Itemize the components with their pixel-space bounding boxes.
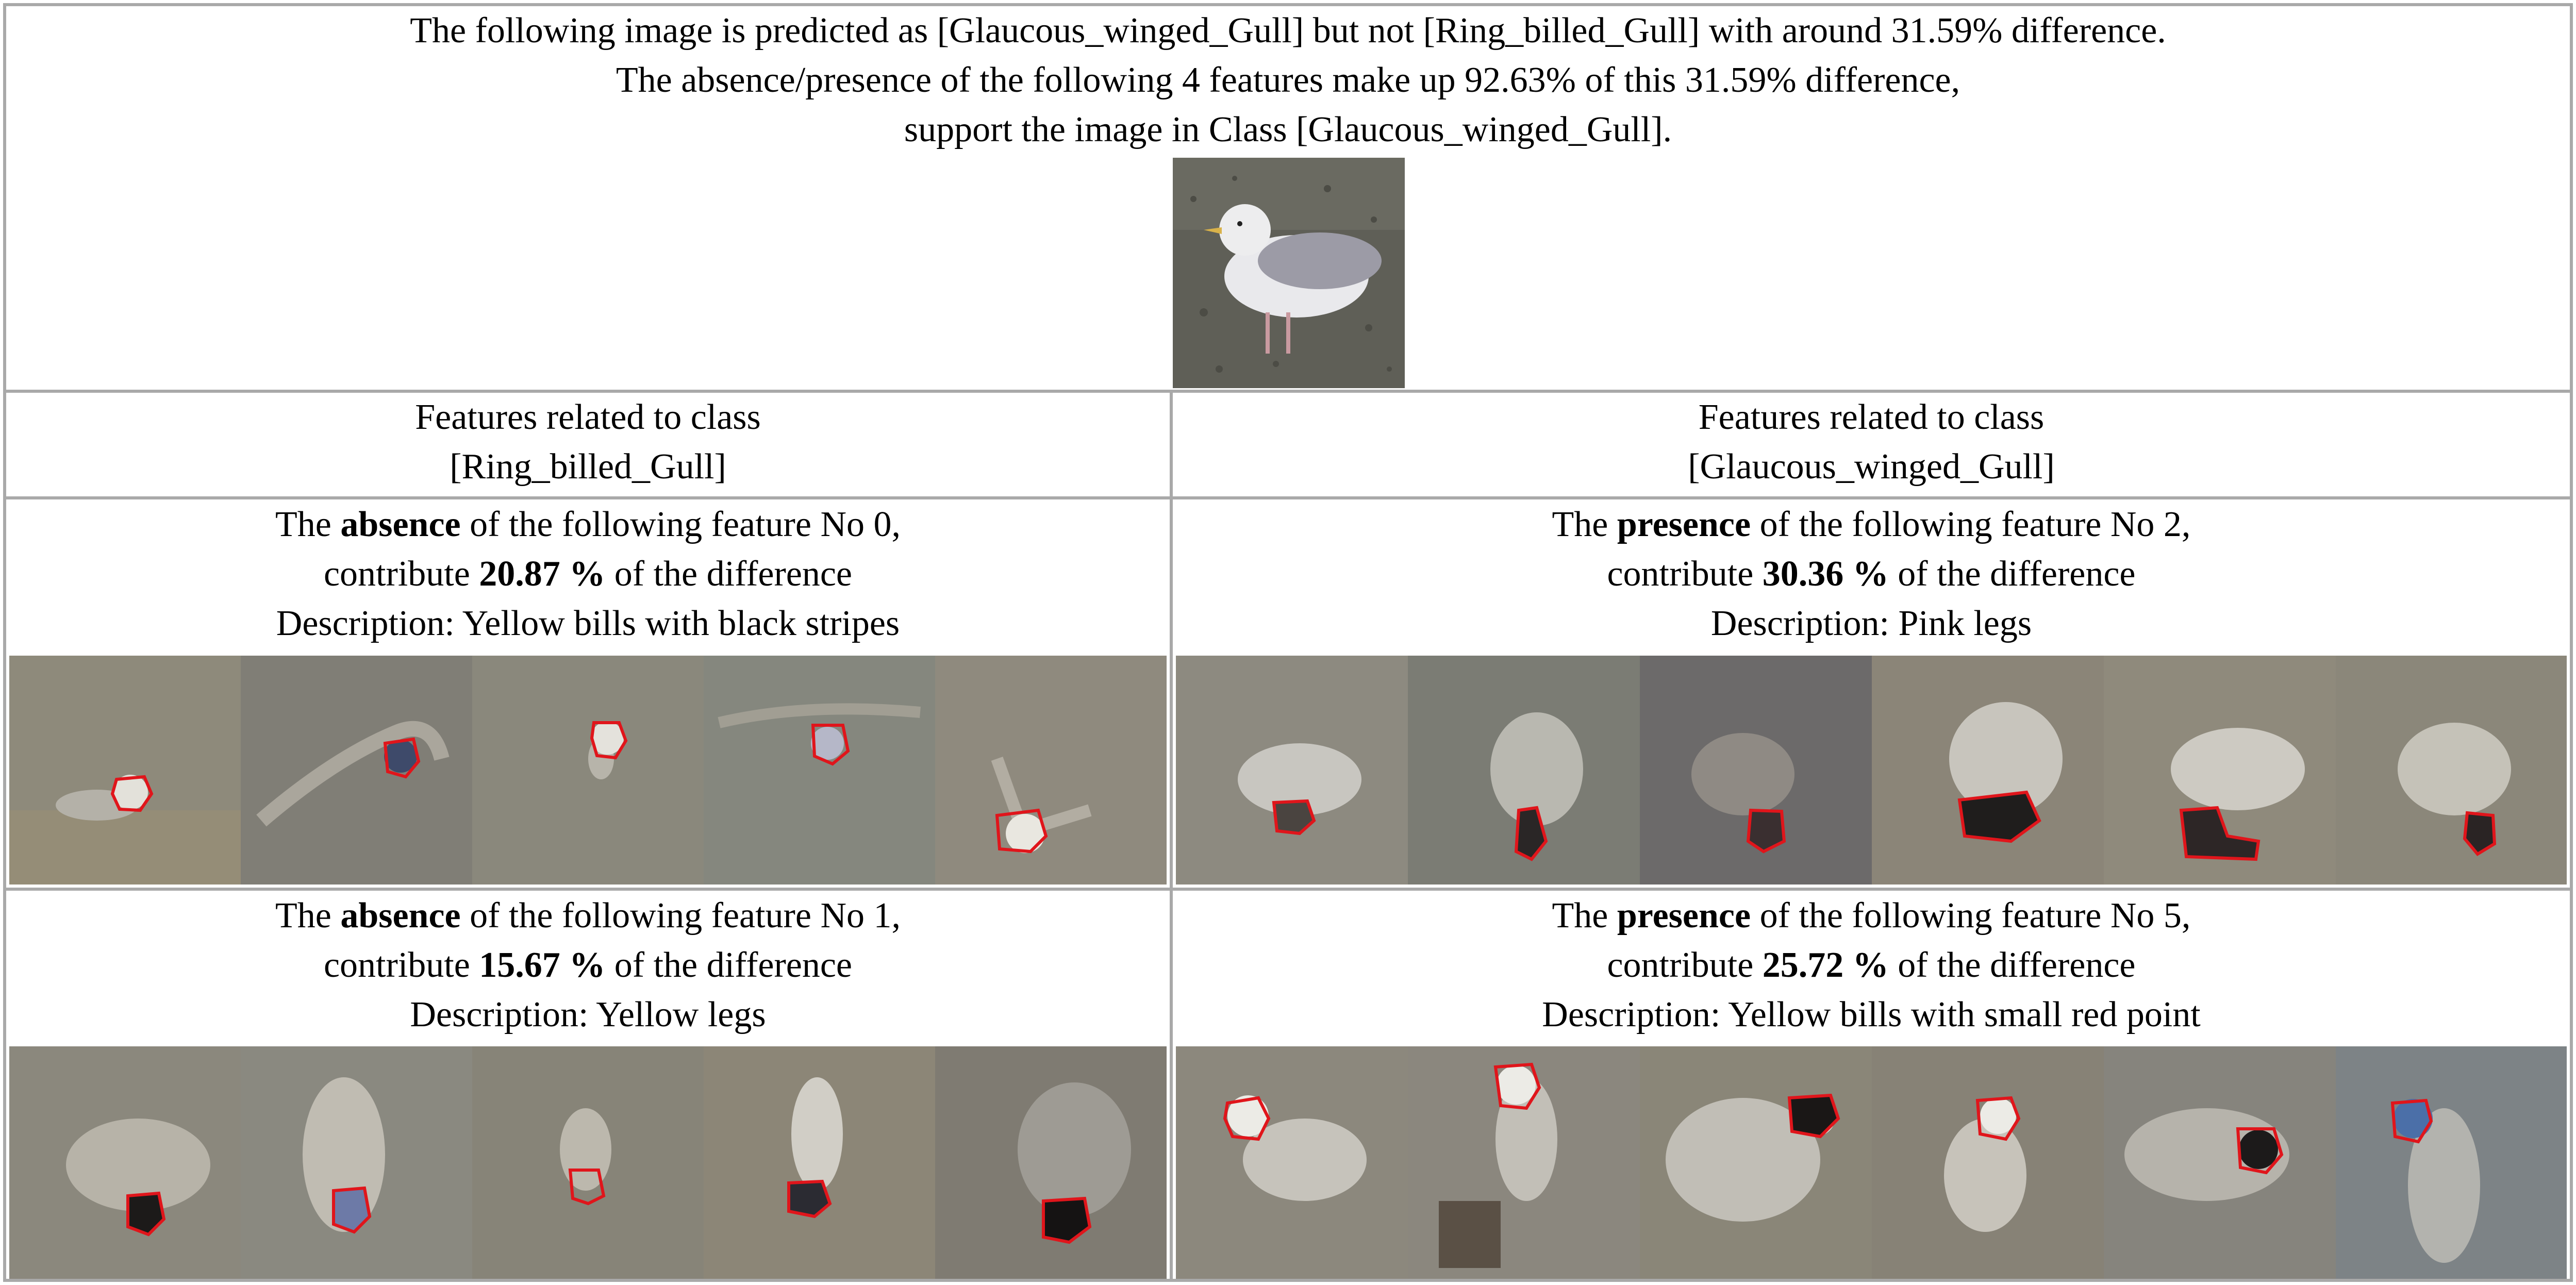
example-image [935,656,1167,885]
feature-2-percent: 30.36 % [1762,554,1889,594]
right-column-header-line-1: Features related to class [1698,397,2045,437]
example-image [704,656,935,885]
header-line-2: The absence/presence of the following 4 … [616,60,1960,100]
feature-5-description: Description: Yellow bills with small red… [1542,995,2201,1034]
example-image [9,1046,241,1279]
feature-1-examples [9,1046,1167,1279]
feature-5-kind: presence [1617,896,1751,936]
feature-0-line-1: The absence of the following feature No … [275,505,901,544]
grid-line [3,496,2573,499]
grid-line [3,888,2573,891]
table-frame [3,3,2573,1282]
feature-0-percent: 20.87 % [479,554,606,594]
query-bird-image [1173,158,1405,388]
feature-2-kind: presence [1617,505,1751,544]
example-image [241,656,472,885]
right-column-header-line-2: [Glaucous_winged_Gull] [1688,447,2055,487]
header-line-3: support the image in Class [Glaucous_win… [904,110,1672,149]
feature-1-percent: 15.67 % [479,945,606,985]
grid-line [3,390,2573,393]
example-image [935,1046,1167,1279]
example-image [1872,1046,2104,1279]
example-image [472,1046,704,1279]
feature-2-line-2: contribute 30.36 % of the difference [1607,554,2136,594]
feature-0-examples [9,656,1167,885]
feature-2-examples [1176,656,2567,885]
example-image [1408,1046,1640,1279]
feature-1-kind: absence [340,896,461,936]
feature-0-description: Description: Yellow bills with black str… [276,604,900,643]
example-image [2336,656,2567,885]
feature-1-line-2: contribute 15.67 % of the difference [323,945,853,985]
header-line-1: The following image is predicted as [Gla… [410,11,2166,51]
example-image [704,1046,935,1279]
example-image [1176,656,1408,885]
example-image [1640,656,1872,885]
feature-1-line-1: The absence of the following feature No … [275,896,901,936]
feature-5-examples [1176,1046,2567,1279]
grid-line [1170,390,1173,1282]
feature-5-line-1: The presence of the following feature No… [1552,896,2191,936]
feature-2-description: Description: Pink legs [1710,604,2032,643]
feature-1-description: Description: Yellow legs [410,995,766,1034]
left-column-header-line-1: Features related to class [415,397,761,437]
left-column-header-line-2: [Ring_billed_Gull] [450,447,726,487]
example-image [241,1046,472,1279]
example-image [1176,1046,1408,1279]
example-image [472,656,704,885]
example-image [9,656,241,885]
example-image [2104,656,2336,885]
example-image [1408,656,1640,885]
example-image [1640,1046,1872,1279]
feature-2-line-1: The presence of the following feature No… [1552,505,2191,544]
feature-5-line-2: contribute 25.72 % of the difference [1607,945,2136,985]
example-image [1872,656,2104,885]
feature-0-line-2: contribute 20.87 % of the difference [323,554,853,594]
example-image [2336,1046,2567,1279]
example-image [2104,1046,2336,1279]
feature-5-percent: 25.72 % [1762,945,1889,985]
feature-0-kind: absence [340,505,461,544]
